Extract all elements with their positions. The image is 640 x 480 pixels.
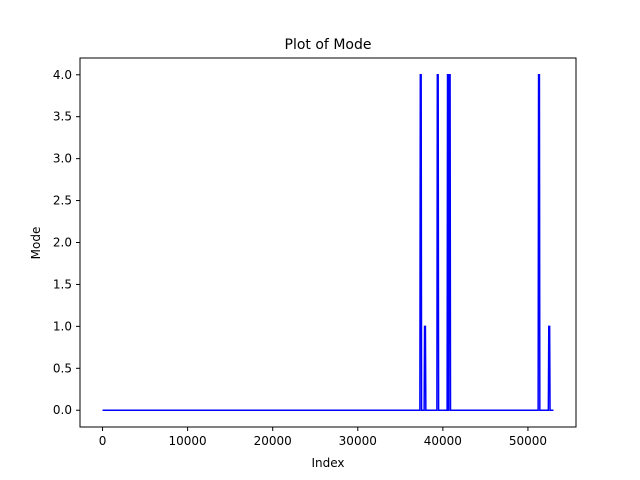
- y-tick-label: 0.0: [53, 403, 72, 417]
- x-tick-label: 30000: [339, 434, 377, 448]
- y-tick-label: 4.0: [53, 68, 72, 82]
- y-tick-label: 1.0: [53, 319, 72, 333]
- x-tick-label: 20000: [254, 434, 292, 448]
- y-axis-label: Mode: [29, 227, 43, 260]
- x-axis-ticks: 0 10000 20000 30000 40000 50000: [99, 427, 547, 448]
- x-tick-label: 40000: [424, 434, 462, 448]
- y-tick-label: 2.5: [53, 194, 72, 208]
- plot-area: [102, 74, 554, 411]
- y-tick-label: 0.5: [53, 361, 72, 375]
- chart-title: Plot of Mode: [285, 37, 372, 53]
- axes-frame: [79, 57, 577, 428]
- x-axis-label: Index: [311, 456, 344, 470]
- x-tick-label: 50000: [509, 434, 547, 448]
- y-tick-label: 2.0: [53, 236, 72, 250]
- x-tick-label: 0: [99, 434, 107, 448]
- y-tick-label: 3.0: [53, 152, 72, 166]
- x-tick-label: 10000: [169, 434, 207, 448]
- y-axis-ticks: 0.0 0.5 1.0 1.5 2.0 2.5 3.0 3.5 4.0: [53, 68, 80, 417]
- y-tick-label: 3.5: [53, 110, 72, 124]
- series-line: [102, 74, 554, 411]
- y-tick-label: 1.5: [53, 277, 72, 291]
